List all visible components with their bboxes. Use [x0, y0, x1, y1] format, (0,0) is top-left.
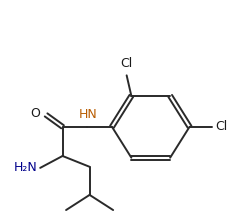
Text: O: O — [30, 107, 40, 120]
Text: Cl: Cl — [215, 120, 228, 133]
Text: HN: HN — [79, 108, 98, 121]
Text: H₂N: H₂N — [14, 161, 38, 174]
Text: Cl: Cl — [120, 57, 133, 70]
